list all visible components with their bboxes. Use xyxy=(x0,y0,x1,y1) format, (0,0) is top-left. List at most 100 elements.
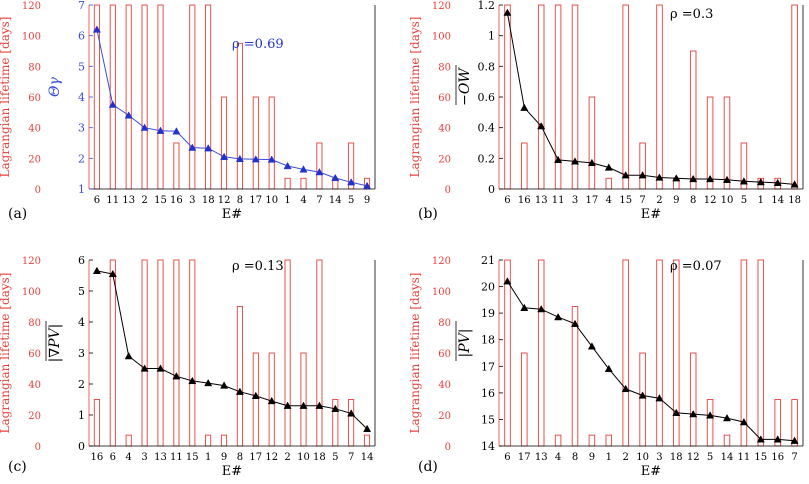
x-tick-a-13: 4 xyxy=(300,195,306,206)
line-tick-b-5: 1 xyxy=(488,30,495,43)
point-d-3 xyxy=(554,312,563,321)
bar-c-5 xyxy=(173,259,180,447)
line-tick-c-4: 4 xyxy=(78,316,85,329)
bar-c-8 xyxy=(220,434,228,447)
point-c-13 xyxy=(299,401,308,409)
point-a-16 xyxy=(347,178,356,186)
x-tick-c-16: 7 xyxy=(348,452,354,463)
line-tick-a-2: 3 xyxy=(78,122,85,135)
x-tick-a-2: 13 xyxy=(122,195,135,206)
bar-a-13 xyxy=(300,177,307,190)
panel-a: 0 20 40 60 80 100 120 Lagrangian lifetime [days… xyxy=(0,0,376,222)
bar-d-6 xyxy=(605,434,613,447)
bar-a-14 xyxy=(316,142,323,190)
left-axis-label-a: Lagrangian lifetime [days] xyxy=(0,17,12,178)
x-tick-d-16: 16 xyxy=(771,452,784,463)
point-b-3 xyxy=(554,155,563,163)
x-tick-d-5: 9 xyxy=(589,452,595,463)
x-tick-d-7: 2 xyxy=(623,452,629,463)
point-b-11 xyxy=(689,174,698,183)
line-tick-c-5: 5 xyxy=(78,285,85,298)
point-b-4 xyxy=(570,157,580,165)
point-b-2 xyxy=(537,121,546,130)
bar-d-3 xyxy=(554,434,562,447)
left-tick-b-3: 60 xyxy=(438,93,451,104)
point-d-8 xyxy=(638,391,647,399)
left-tick-d-3: 60 xyxy=(438,349,451,360)
x-axis-label-d: E# xyxy=(641,464,661,479)
point-d-15 xyxy=(756,435,765,443)
point-c-4 xyxy=(156,364,165,372)
line-axis-label-c: |∇PV| xyxy=(47,324,63,363)
series-line-d xyxy=(506,281,795,442)
panel-label-b: (b) xyxy=(418,206,438,222)
left-axis-label-d: Lagrangian lifetime [days] xyxy=(408,273,422,434)
line-tick-b-1: 0.2 xyxy=(478,152,496,165)
left-tick-b-6: 120 xyxy=(432,1,451,12)
bar-d-11 xyxy=(689,352,697,447)
bar-d-10 xyxy=(673,259,680,447)
line-tick-d-1: 15 xyxy=(481,413,495,426)
x-tick-b-9: 2 xyxy=(656,195,662,206)
line-tick-d-5: 19 xyxy=(481,307,495,320)
bar-c-0 xyxy=(93,399,100,447)
point-b-8 xyxy=(638,171,647,179)
left-tick-c-6: 120 xyxy=(22,256,41,267)
point-c-7 xyxy=(204,378,213,387)
bar-d-2 xyxy=(537,259,545,447)
bar-a-8 xyxy=(220,96,228,190)
x-tick-b-8: 7 xyxy=(639,195,645,206)
x-tick-c-8: 9 xyxy=(221,452,227,463)
left-tick-a-6: 120 xyxy=(22,1,41,12)
left-tick-b-2: 40 xyxy=(438,124,451,135)
x-tick-c-0: 16 xyxy=(91,452,104,463)
x-tick-c-17: 14 xyxy=(361,452,374,463)
x-tick-d-4: 8 xyxy=(572,452,578,463)
point-b-0 xyxy=(503,8,512,16)
x-tick-c-4: 13 xyxy=(154,452,167,463)
bar-c-3 xyxy=(141,259,148,447)
left-axis-label-c: Lagrangian lifetime [days] xyxy=(0,273,12,434)
point-c-5 xyxy=(172,372,181,380)
point-b-9 xyxy=(655,173,664,181)
point-c-14 xyxy=(315,401,324,409)
x-tick-a-14: 7 xyxy=(316,195,322,206)
left-tick-c-1: 20 xyxy=(28,411,41,422)
bar-b-8 xyxy=(639,142,646,190)
x-axis-label-c: E# xyxy=(222,464,242,479)
bar-a-11 xyxy=(268,96,275,190)
line-tick-b-3: 0.6 xyxy=(478,91,496,104)
rho-label-d: ρ =0.07 xyxy=(670,259,722,274)
bar-a-10 xyxy=(252,96,259,190)
left-tick-c-4: 80 xyxy=(28,318,41,329)
point-c-3 xyxy=(140,364,149,372)
bar-b-6 xyxy=(605,177,613,190)
left-tick-c-5: 100 xyxy=(22,287,41,298)
point-d-12 xyxy=(706,411,715,419)
x-tick-d-0: 6 xyxy=(504,452,510,463)
point-a-7 xyxy=(204,144,213,152)
panel-label-d: (d) xyxy=(418,459,438,475)
point-b-17 xyxy=(790,180,799,188)
x-tick-a-11: 10 xyxy=(265,195,278,206)
x-axis-label-b: E# xyxy=(641,207,661,222)
panel-label-c: (c) xyxy=(8,459,27,475)
bar-d-5 xyxy=(588,434,596,447)
bar-c-10 xyxy=(252,352,259,447)
bar-b-7 xyxy=(622,4,629,190)
x-tick-a-0: 6 xyxy=(94,195,100,206)
point-b-7 xyxy=(621,171,630,179)
left-tick-c-0: 0 xyxy=(35,442,41,453)
bar-b-0 xyxy=(504,4,511,190)
x-tick-a-8: 12 xyxy=(218,195,231,206)
x-tick-a-6: 3 xyxy=(189,195,195,206)
line-tick-a-3: 4 xyxy=(78,91,85,104)
left-tick-b-0: 0 xyxy=(445,185,451,196)
line-tick-a-5: 6 xyxy=(78,30,85,43)
line-tick-b-0: 0 xyxy=(488,183,495,196)
x-tick-c-6: 15 xyxy=(186,452,199,463)
left-tick-a-3: 60 xyxy=(28,93,41,104)
bar-c-4 xyxy=(157,259,164,447)
x-tick-d-14: 11 xyxy=(738,452,751,463)
